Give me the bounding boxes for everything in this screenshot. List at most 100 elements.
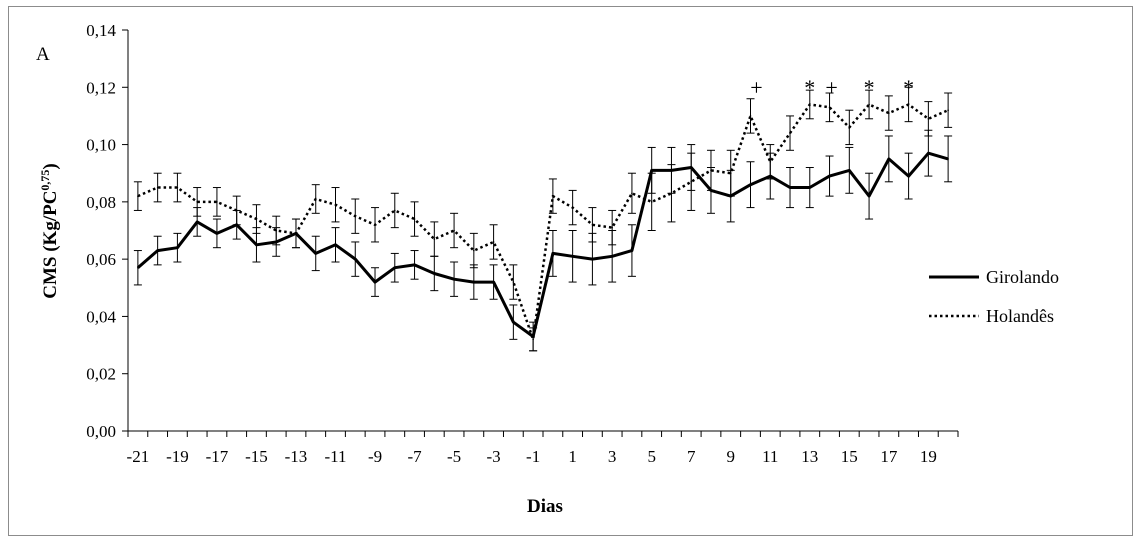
x-tick-label: 1 (568, 447, 577, 466)
data-point (907, 103, 910, 106)
data-point (512, 281, 515, 283)
data-point (137, 195, 139, 197)
chart-frame (8, 6, 1133, 536)
x-tick-label: 19 (920, 447, 937, 466)
significance-markers: + * + * * (750, 75, 914, 100)
x-tick-label: -11 (324, 447, 346, 466)
data-point (314, 252, 317, 255)
data-point (255, 244, 258, 246)
data-point (137, 266, 139, 269)
y-ticks: 0,00 0,02 0,04 0,06 0,08 0,10 0,12 0,14 (86, 21, 128, 441)
data-point (631, 192, 633, 195)
data-point (492, 281, 495, 283)
x-tick-label: 5 (647, 447, 656, 466)
data-point (156, 186, 159, 189)
data-point (828, 106, 831, 109)
data-point (571, 206, 574, 209)
data-point (848, 169, 851, 172)
data-point (354, 258, 357, 260)
x-tick-label: 3 (608, 447, 617, 466)
y-tick-label: 0,08 (86, 193, 116, 212)
data-point (828, 175, 831, 177)
data-point (552, 195, 554, 197)
y-tick-label: 0,06 (86, 250, 116, 269)
data-point (176, 246, 179, 249)
x-tick-label: -7 (407, 447, 422, 466)
data-point (156, 249, 159, 252)
x-ticks: -21 -19 -17 -15 -13 -11 -9 -7 -5 -3 -1 1 3 5 7 9 11 13 15 1… (127, 431, 959, 466)
data-point (670, 169, 673, 172)
x-tick-label: -1 (526, 447, 540, 466)
significance-marker: * (864, 75, 875, 100)
data-point (710, 169, 712, 172)
data-point (611, 226, 613, 229)
data-point (334, 244, 337, 246)
data-point (196, 221, 198, 223)
y-axis-title: CMS (Kg/PC0,75) (38, 163, 61, 299)
x-tick-label: -9 (368, 447, 382, 466)
significance-marker: * (903, 75, 914, 100)
data-point (552, 252, 554, 255)
data-point (275, 229, 278, 232)
data-point (473, 249, 475, 252)
data-point (314, 198, 317, 200)
data-point (374, 281, 376, 283)
data-point (690, 166, 693, 169)
data-point (334, 203, 337, 206)
x-tick-label: 17 (880, 447, 898, 466)
data-point (848, 126, 851, 129)
data-point (393, 209, 396, 212)
legend-item-holandes: Holandês (929, 306, 1054, 326)
data-point (769, 175, 772, 177)
data-point (453, 229, 455, 232)
data-point (275, 241, 278, 243)
data-point (374, 223, 376, 226)
data-point (868, 103, 870, 106)
data-point (532, 338, 534, 341)
data-point (453, 278, 455, 280)
y-tick-label: 0,02 (86, 365, 116, 384)
data-point (295, 232, 297, 235)
x-tick-label: 9 (726, 447, 735, 466)
data-point (808, 103, 811, 106)
series-line-girolando (136, 151, 949, 338)
data-point (176, 186, 179, 189)
data-point (789, 132, 791, 134)
data-point (947, 109, 949, 111)
y-tick-label: 0,10 (86, 136, 116, 155)
significance-marker: + (750, 75, 762, 100)
x-tick-label: -5 (447, 447, 461, 466)
significance-marker: + (825, 75, 837, 100)
x-tick-label: 15 (841, 447, 858, 466)
x-tick-label: 7 (687, 447, 696, 466)
data-point (631, 249, 633, 252)
series-line-holandes (137, 103, 949, 341)
data-point (868, 195, 870, 197)
data-point (473, 281, 475, 283)
data-point (216, 232, 218, 235)
y-axis-title-suffix: ) (40, 163, 61, 169)
x-tick-label: -17 (206, 447, 229, 466)
data-point (492, 241, 495, 243)
data-point (235, 209, 238, 212)
data-point (650, 169, 653, 172)
data-point (749, 115, 752, 117)
legend: Girolando Holandês (929, 267, 1059, 326)
data-point (196, 201, 198, 203)
data-point (591, 223, 594, 226)
data-point (354, 215, 357, 217)
y-tick-label: 0,00 (86, 422, 116, 441)
x-tick-label: -13 (285, 447, 308, 466)
data-point (670, 192, 673, 195)
data-point (571, 255, 574, 258)
x-tick-label: -19 (166, 447, 189, 466)
y-tick-label: 0,04 (86, 307, 116, 326)
significance-marker: * (804, 75, 815, 100)
x-tick-label: 11 (762, 447, 778, 466)
x-tick-label: 13 (801, 447, 818, 466)
data-point (769, 160, 772, 163)
legend-item-girolando: Girolando (929, 267, 1059, 287)
data-point (907, 175, 910, 177)
data-point (433, 238, 436, 240)
